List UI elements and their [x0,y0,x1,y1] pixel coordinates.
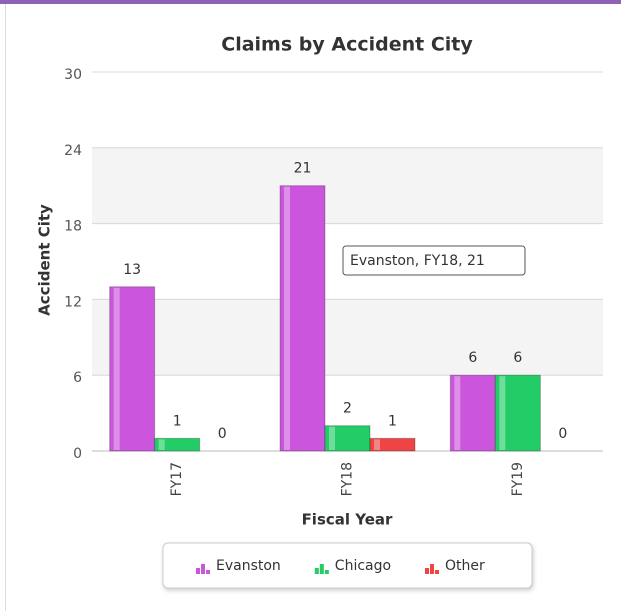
data-label: 6 [468,350,477,366]
tooltip-text: Evanston, FY18, 21 [350,253,485,269]
tooltip-layer: Evanston, FY18, 21 [342,245,526,276]
bar [369,437,416,452]
bar [109,286,156,452]
data-label: 1 [388,413,397,429]
legend-icon [435,570,439,574]
bar-highlight [284,186,290,450]
data-label: 6 [513,350,522,366]
data-label: 13 [123,262,141,278]
data-label: 0 [558,426,567,442]
legend-icon [201,564,205,574]
legend-items: Evanston Chicago Other [196,558,485,574]
legend [162,542,533,589]
y-axis-title: Accident City [36,204,54,316]
data-label: 0 [218,426,227,442]
bar-highlight [499,376,506,450]
y-tick-label: 24 [64,143,82,159]
bar [324,425,371,452]
legend-icon [425,568,429,574]
legend-icon [430,564,434,574]
bar [154,437,201,452]
chart-title: Claims by Accident City [221,34,473,56]
bar [494,374,541,452]
plot-band [92,299,603,376]
data-label: 1 [173,413,182,429]
top-border [0,0,621,4]
legend-icon [196,568,200,574]
legend-label: Chicago [335,558,391,574]
y-tick-label: 0 [73,446,82,462]
y-tick-label: 12 [64,294,82,310]
data-label: 2 [343,401,352,417]
tooltip [342,245,526,276]
legend-icon [319,564,324,574]
legend-icon [206,570,210,574]
x-axis-title: Fiscal Year [302,511,393,529]
bar [449,374,496,452]
bar-highlight [113,287,120,450]
y-tick-label: 30 [64,67,82,83]
legend-icon [314,568,319,574]
x-tick-label: FY17 [169,462,185,496]
data-label: 21 [294,161,312,177]
x-tick-label: FY19 [510,462,526,496]
legend-label: Evanston [216,558,281,574]
bar-highlight [158,439,165,450]
bar [279,185,326,452]
plot-band [92,147,603,224]
y-tick-label: 6 [73,370,82,386]
x-tick-label: FY18 [340,462,356,496]
bar-highlight [329,426,335,450]
legend-icon [324,570,329,574]
legend-label: Other [445,558,485,574]
y-tick-label: 18 [64,219,82,235]
bar-highlight [374,439,380,450]
bar-highlight [454,376,461,450]
